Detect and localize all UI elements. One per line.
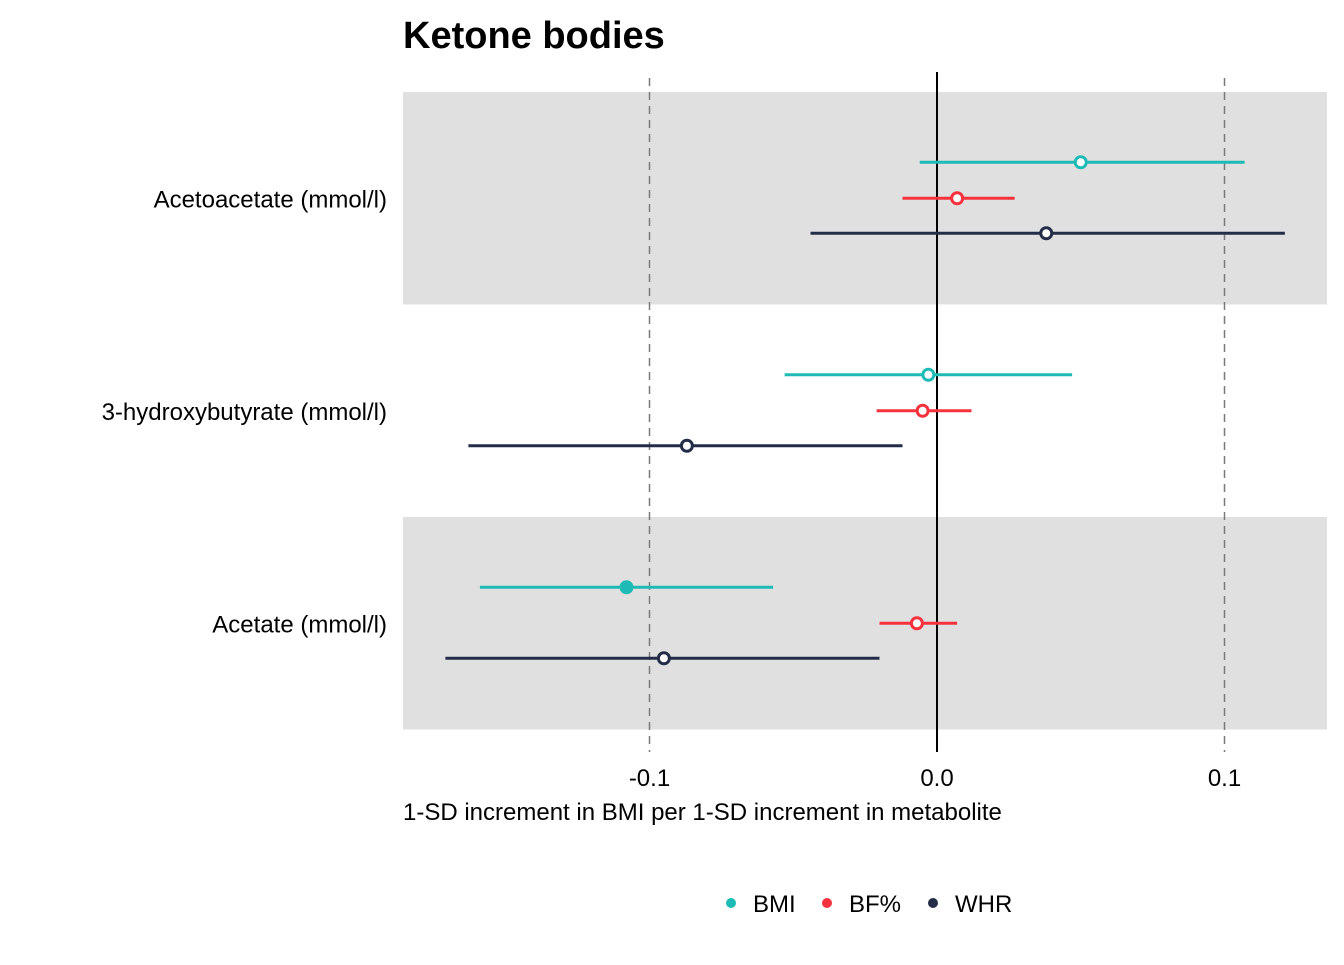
x-axis-title: 1-SD increment in BMI per 1-SD increment… (403, 799, 1002, 826)
x-tick-label: 0.1 (1208, 765, 1241, 792)
category-label: Acetate (mmol/l) (212, 611, 387, 638)
legend-label: BF% (849, 891, 901, 918)
point-estimate (1073, 155, 1088, 170)
legend-marker (726, 898, 736, 908)
point-estimate (921, 367, 936, 382)
category-label: 3-hydroxybutyrate (mmol/l) (102, 399, 387, 426)
point-estimate (656, 651, 671, 666)
chart-title: Ketone bodies (403, 15, 665, 57)
point-estimate (679, 438, 694, 453)
x-tick-label: -0.1 (629, 765, 670, 792)
legend-marker (928, 898, 938, 908)
legend: BMI BF% WHR (726, 891, 1012, 918)
x-tick-label: 0.0 (920, 765, 953, 792)
category-label: Acetoacetate (mmol/l) (154, 186, 387, 213)
point-estimate (619, 580, 634, 595)
point-estimate (909, 616, 924, 631)
category-band (403, 92, 1327, 305)
point-estimate (1039, 226, 1054, 241)
point-estimate (950, 191, 965, 206)
legend-label: BMI (753, 891, 796, 918)
point-estimate (915, 403, 930, 418)
legend-label: WHR (955, 891, 1012, 918)
legend-marker (822, 898, 832, 908)
category-band (403, 517, 1327, 730)
